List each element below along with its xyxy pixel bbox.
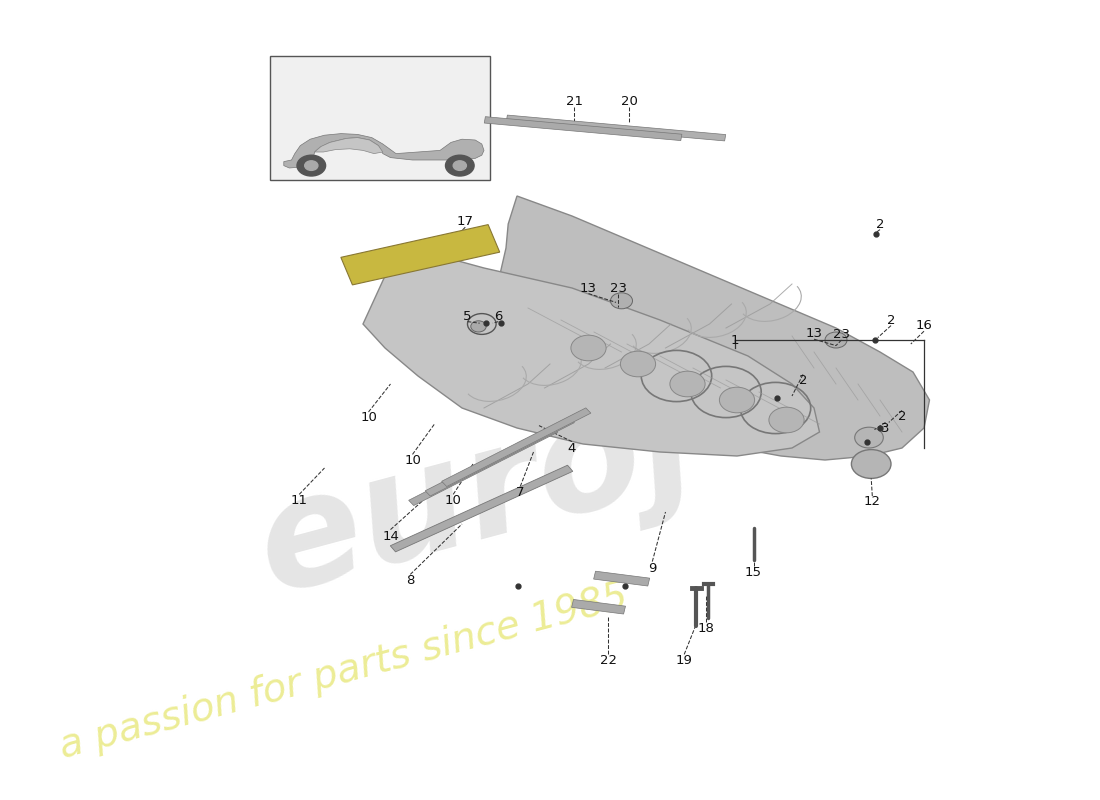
Circle shape: [670, 371, 705, 397]
Circle shape: [305, 161, 318, 170]
Text: 17: 17: [456, 215, 474, 228]
Polygon shape: [284, 134, 484, 168]
Bar: [390, 466, 573, 552]
Bar: [484, 117, 682, 141]
Text: 12: 12: [864, 495, 881, 508]
Bar: [572, 599, 626, 614]
Bar: [594, 571, 650, 586]
Bar: [426, 418, 574, 496]
Text: 19: 19: [675, 654, 693, 666]
Text: 10: 10: [404, 454, 421, 466]
Bar: [441, 408, 591, 486]
FancyBboxPatch shape: [270, 56, 490, 180]
Text: 7: 7: [516, 486, 525, 498]
Text: 18: 18: [697, 622, 715, 634]
Text: 1: 1: [730, 334, 739, 346]
Text: 2: 2: [799, 374, 807, 386]
Text: 5: 5: [463, 310, 472, 322]
Text: 13: 13: [805, 327, 823, 340]
Text: euroj: euroj: [242, 366, 711, 626]
Text: a passion for parts since 1985: a passion for parts since 1985: [55, 578, 632, 766]
Text: 2: 2: [887, 314, 895, 326]
Circle shape: [769, 407, 804, 433]
Text: 16: 16: [915, 319, 933, 332]
Text: 20: 20: [620, 95, 638, 108]
Polygon shape: [363, 256, 820, 456]
Text: 23: 23: [833, 328, 850, 341]
Text: 4: 4: [568, 442, 576, 454]
Text: 14: 14: [382, 530, 399, 542]
Text: 6: 6: [494, 310, 503, 322]
Circle shape: [620, 351, 656, 377]
Text: 8: 8: [406, 574, 415, 586]
Circle shape: [297, 155, 326, 176]
Circle shape: [851, 450, 891, 478]
Circle shape: [855, 427, 883, 448]
Text: 23: 23: [609, 282, 627, 294]
Circle shape: [446, 155, 474, 176]
Circle shape: [719, 387, 755, 413]
Text: 2: 2: [876, 218, 884, 230]
Polygon shape: [315, 138, 383, 154]
Circle shape: [610, 293, 632, 309]
Text: 11: 11: [290, 494, 308, 506]
Text: 21: 21: [565, 95, 583, 108]
Text: 15: 15: [745, 566, 762, 578]
Text: 10: 10: [444, 494, 462, 506]
Text: 3: 3: [881, 422, 890, 434]
Circle shape: [825, 332, 847, 348]
Text: 2: 2: [898, 410, 906, 422]
Bar: [341, 225, 499, 285]
Circle shape: [571, 335, 606, 361]
Bar: [409, 427, 558, 506]
Circle shape: [453, 161, 466, 170]
Text: 22: 22: [600, 654, 617, 666]
Text: 9: 9: [648, 562, 657, 574]
Text: 13: 13: [580, 282, 597, 294]
Polygon shape: [495, 196, 930, 460]
Circle shape: [471, 321, 486, 332]
Text: 10: 10: [360, 411, 377, 424]
Bar: [506, 115, 726, 141]
